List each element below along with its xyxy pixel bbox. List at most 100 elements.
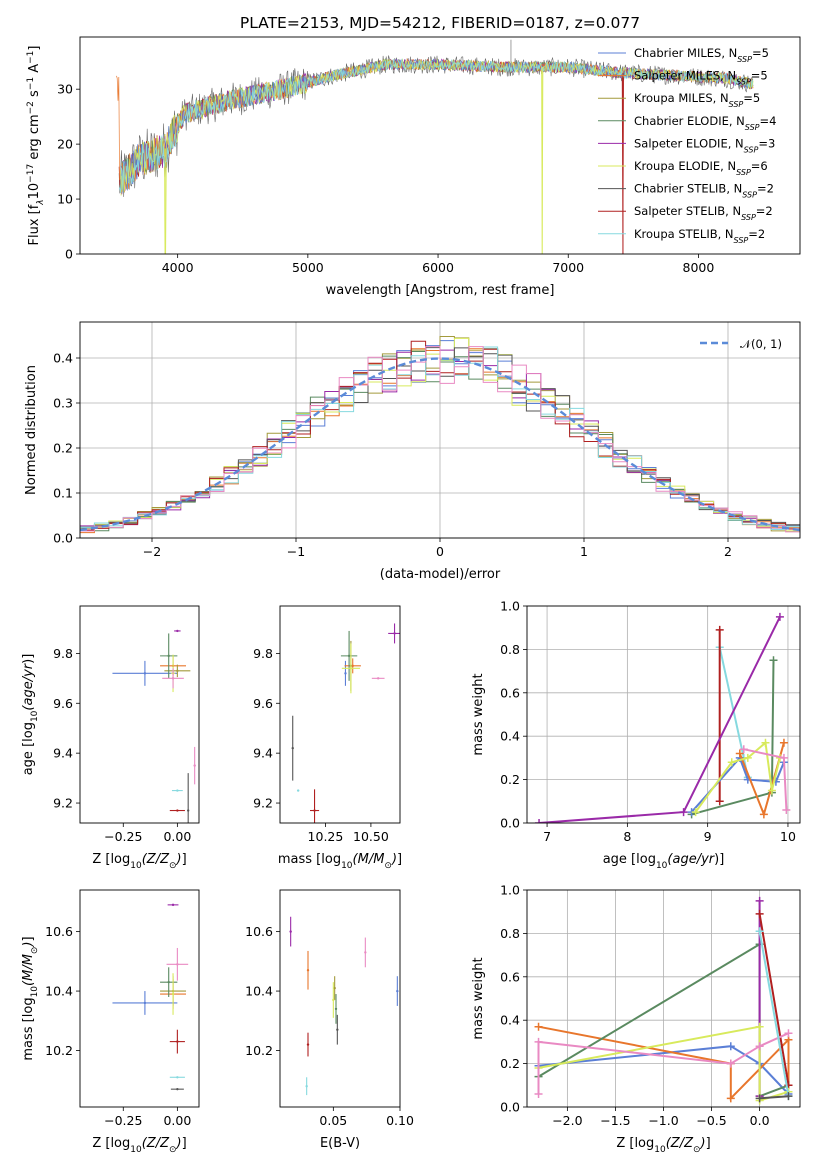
residuals-plot-area (80, 335, 800, 534)
legend-entry: Kroupa STELIB, NSSP=2 (634, 227, 765, 245)
y-tick-label: 0.1 (53, 486, 73, 501)
y-tick-label: 0.6 (500, 969, 520, 984)
legend-entry: Salpeter ELODIE, NSSP=3 (634, 136, 775, 154)
weight-marker (779, 753, 788, 762)
mass-vs-ebv-frame (279, 889, 401, 1108)
data-point (193, 764, 196, 767)
y-tick-label: 9.2 (253, 796, 273, 811)
weight-marker (755, 896, 764, 905)
weight-marker (735, 749, 744, 758)
weight-marker (767, 786, 776, 795)
weight-marker (726, 1094, 735, 1103)
data-point (347, 654, 351, 658)
mass-vs-ebv-axes: 0.05 0.10 10.2 10.4 10.6 (245, 924, 414, 1128)
y-tick-label: 9.8 (53, 646, 73, 661)
weight-marker (743, 753, 752, 762)
weight-marker (755, 909, 764, 918)
age-vs-mass-axes: 10.25 10.50 9.2 9.4 9.6 9.8 (253, 646, 389, 844)
data-point (396, 989, 399, 993)
y-tick-label: 0.2 (53, 441, 73, 456)
weight-line (758, 913, 790, 1086)
age-vs-mass-plot-area (291, 623, 400, 823)
residuals-y-label: Normed distribution (24, 365, 39, 495)
legend-entry: Kroupa ELODIE, NSSP=6 (634, 159, 768, 177)
spectrum-x-label: wavelength [Angstrom, rest frame] (326, 283, 555, 298)
data-point (176, 1076, 179, 1079)
y-tick-label: 30 (57, 82, 73, 97)
data-point (364, 951, 367, 954)
legend-entry: Chabrier STELIB, NSSP=2 (634, 182, 774, 200)
x-tick-label: 4000 (162, 260, 194, 275)
weight-vs-age-axes: 7 8 9 10 0.0 0.2 0.4 0.6 0.8 1.0 (500, 599, 800, 844)
y-tick-label: 9.4 (53, 746, 73, 761)
weight-marker (755, 927, 764, 936)
weight-marker (535, 819, 544, 823)
weight-vs-Z-axes: −2.0 −1.5 −1.0 −0.5 0.0 0.0 0.2 0.4 0.6 0.8 1.0 (500, 883, 800, 1128)
x-tick-label: −1.0 (648, 1113, 678, 1128)
spectrum-line-kroupa-stelib (118, 58, 753, 194)
weight-marker (784, 1092, 793, 1101)
data-point (176, 1087, 179, 1091)
data-point (167, 654, 170, 658)
y-tick-label: 0.8 (500, 926, 520, 941)
y-tick-label: 9.8 (253, 646, 273, 661)
weight-line (691, 660, 775, 816)
data-point (176, 629, 179, 633)
weight-marker (726, 1042, 735, 1051)
age-vs-Z-plot-area (112, 629, 196, 823)
legend-normal-label: 𝒩(0, 1) (740, 337, 782, 351)
y-tick-label: 0.4 (500, 1013, 520, 1028)
weight-vs-age-x-label: age [log10(age/yr)] (603, 852, 725, 871)
x-tick-label: 10.50 (353, 829, 389, 844)
y-tick-label: 1.0 (500, 599, 520, 614)
data-point (349, 667, 353, 670)
weight-vs-age-y-label: mass weight (471, 673, 486, 755)
x-tick-label: −0.5 (696, 1113, 726, 1128)
x-tick-label: 0 (436, 544, 444, 559)
age-vs-Z-x-label: Z [log10(Z/Z⊙)] (92, 852, 186, 871)
figure-title: PLATE=2153, MJD=54212, FIBERID=0187, z=0… (240, 14, 640, 32)
mass-vs-Z-plot-area (112, 903, 189, 1091)
age-vs-mass-x-label: mass [log10(M/M⊙)] (278, 852, 402, 871)
weight-vs-Z-x-label: Z [log10(Z/Z⊙)] (616, 1136, 710, 1155)
x-tick-label: 2 (724, 544, 732, 559)
legend-entry: Salpeter STELIB, NSSP=2 (634, 204, 773, 222)
weight-line (694, 740, 781, 813)
legend-entry: Chabrier MILES, NSSP=5 (634, 46, 769, 64)
y-tick-label: 9.2 (53, 796, 73, 811)
y-tick-label: 9.6 (253, 696, 273, 711)
legend-entry: Kroupa MILES, NSSP=5 (634, 91, 760, 109)
weight-line (758, 931, 790, 1097)
x-tick-label: 5000 (292, 260, 324, 275)
y-tick-label: 0.3 (53, 396, 73, 411)
data-point (143, 672, 147, 675)
weight-line (538, 1025, 789, 1102)
data-point (289, 930, 292, 933)
data-point (143, 1001, 147, 1005)
weight-line (538, 616, 781, 823)
x-tick-label: 0.05 (319, 1113, 347, 1128)
x-tick-label: 8 (623, 829, 631, 844)
weight-marker (691, 808, 700, 817)
weight-marker (715, 797, 724, 806)
data-point (334, 1007, 338, 1011)
y-tick-label: 10.6 (245, 924, 273, 939)
data-point (167, 980, 170, 984)
x-tick-label: 10.25 (308, 829, 344, 844)
normal-curve (80, 357, 800, 532)
weight-marker (739, 745, 748, 754)
data-point (171, 992, 175, 996)
residuals-axes: −2 −1 0 1 2 0.0 0.1 0.2 0.3 0.4 (53, 322, 800, 559)
spectrum-line-salpeter-stelib (118, 58, 753, 254)
weight-marker (759, 810, 768, 819)
data-point (176, 1040, 179, 1043)
hist-extra (80, 346, 800, 533)
data-point (306, 1043, 310, 1046)
data-point (306, 969, 310, 972)
data-point (332, 998, 335, 1002)
x-tick-label: −1.5 (600, 1113, 630, 1128)
weight-marker (784, 1029, 793, 1038)
age-vs-mass-frame (279, 605, 401, 824)
x-tick-label: 0.00 (163, 1113, 191, 1128)
